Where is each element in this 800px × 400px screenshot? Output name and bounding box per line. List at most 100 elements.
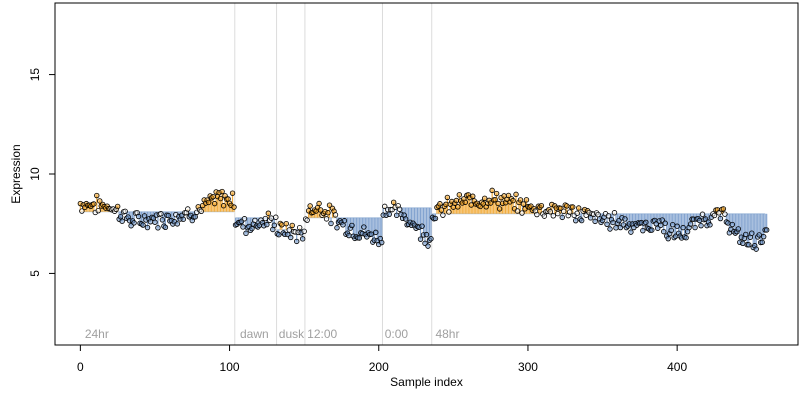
y-axis-title: Expression [9, 144, 23, 203]
data-point [493, 190, 500, 197]
data-point [438, 207, 445, 213]
data-point [595, 211, 601, 218]
data-point [455, 204, 461, 210]
data-point [443, 201, 449, 208]
data-point [687, 221, 694, 227]
data-point [720, 206, 727, 212]
data-point [316, 200, 322, 207]
data-point [489, 187, 495, 194]
data-point [538, 203, 545, 209]
data-point [361, 224, 367, 230]
data-point [165, 212, 172, 219]
data-point [299, 236, 306, 242]
data-point [205, 199, 212, 206]
data-point [241, 216, 248, 222]
x-axis-title: Sample index [390, 375, 463, 389]
data-point [180, 216, 187, 222]
data-point [192, 214, 198, 220]
data-point [265, 210, 272, 216]
data-point [578, 217, 585, 224]
data-point [386, 211, 392, 218]
data-point [155, 225, 161, 231]
data-point [707, 222, 713, 228]
data-point [514, 208, 521, 214]
data-point [740, 240, 746, 247]
data-point [346, 232, 352, 239]
data-point [607, 226, 613, 232]
data-point [268, 215, 275, 221]
data-point [692, 224, 698, 231]
data-point [505, 192, 512, 199]
data-point [382, 203, 388, 210]
data-point [423, 231, 430, 238]
data-point [220, 203, 227, 209]
data-point [481, 195, 488, 201]
x-tick-label: 300 [518, 360, 538, 374]
data-point [444, 194, 451, 201]
plot-frame [54, 2, 799, 346]
data-point [396, 206, 403, 212]
x-axis: 0 100 200 300 400 [77, 344, 687, 374]
data-point [356, 235, 363, 241]
data-point [470, 193, 476, 199]
data-point [79, 208, 85, 214]
data-point [453, 197, 460, 204]
data-point [349, 222, 355, 229]
data-point [513, 191, 519, 198]
data-point [140, 222, 146, 228]
data-point [419, 223, 425, 229]
data-point [564, 203, 570, 209]
data-point [611, 210, 618, 216]
y-axis: 5 10 15 [28, 68, 56, 277]
data-point [763, 227, 770, 233]
x-tick-label: 100 [220, 360, 240, 374]
data-point [288, 234, 294, 241]
data-point [286, 227, 292, 233]
data-point [428, 236, 434, 242]
data-point [185, 206, 191, 212]
data-point [572, 217, 579, 224]
data-point [760, 233, 767, 240]
data-point [696, 217, 703, 224]
data-point [534, 211, 540, 218]
data-point [753, 246, 759, 252]
data-point [495, 200, 501, 207]
data-point [610, 219, 616, 226]
data-point [323, 216, 330, 222]
data-point [462, 199, 468, 205]
data-point [94, 192, 100, 199]
data-point [668, 227, 674, 234]
data-point [547, 209, 554, 215]
data-point [402, 216, 409, 222]
data-point [432, 215, 439, 222]
segment-label: 12:00 [307, 327, 337, 341]
data-point [662, 220, 668, 226]
data-point [665, 235, 671, 242]
data-point [746, 242, 752, 248]
data-point [273, 214, 279, 220]
data-point [152, 219, 158, 225]
data-point [640, 227, 646, 234]
data-point [379, 239, 385, 246]
data-point [661, 228, 667, 235]
data-point [759, 239, 765, 245]
data-point [561, 208, 567, 215]
data-point [698, 222, 704, 229]
data-point [117, 214, 124, 220]
data-point [574, 210, 580, 216]
data-point [271, 222, 278, 228]
data-point [373, 229, 379, 236]
x-tick-label: 200 [369, 360, 389, 374]
data-point [341, 218, 348, 224]
data-point [468, 202, 474, 208]
data-point [249, 225, 255, 232]
data-point [570, 204, 576, 210]
data-point [119, 218, 125, 224]
data-point [649, 227, 655, 233]
data-point [575, 205, 582, 211]
data-point [517, 197, 524, 203]
segment-label: 0:00 [385, 327, 409, 341]
data-point [519, 210, 525, 216]
data-point [252, 217, 258, 224]
data-point [174, 221, 181, 227]
